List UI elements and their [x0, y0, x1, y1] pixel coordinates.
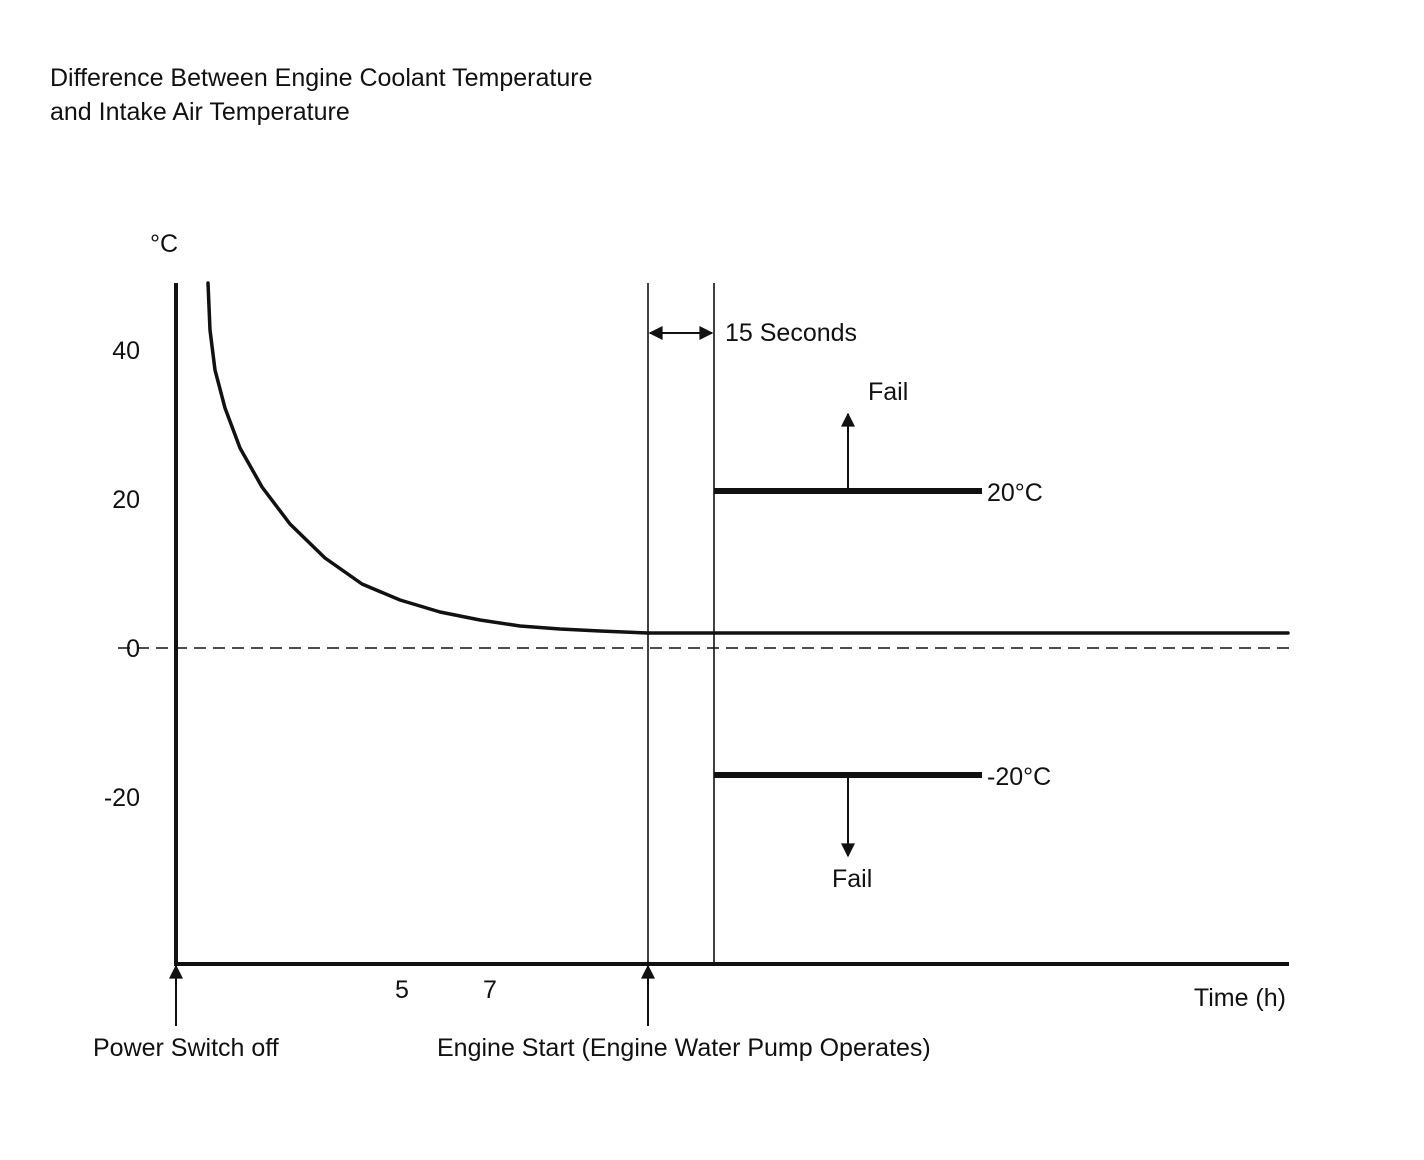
chart-title-line-1: Difference Between Engine Coolant Temper… — [50, 64, 592, 92]
fail-label: Fail — [832, 865, 872, 893]
y-tick-label: 0 — [126, 635, 140, 663]
y-tick-label: -20 — [104, 784, 140, 812]
event-label: Engine Start (Engine Water Pump Operates… — [437, 1034, 931, 1062]
x-tick-label: 5 — [395, 976, 409, 1004]
chart-title-line-2: and Intake Air Temperature — [50, 98, 350, 126]
y-tick-label: 40 — [112, 337, 140, 365]
threshold-label: 20°C — [987, 479, 1043, 507]
delay-label: 15 Seconds — [725, 319, 857, 347]
x-tick-label: 7 — [483, 976, 497, 1004]
threshold-label: -20°C — [987, 763, 1051, 791]
series-line — [206, 281, 1290, 635]
fail-label: Fail — [868, 378, 908, 406]
event-label: Power Switch off — [93, 1034, 279, 1062]
y-tick-label: 20 — [112, 486, 140, 514]
x-axis-label: Time (h) — [1194, 984, 1286, 1012]
y-axis-label: °C — [150, 230, 178, 258]
